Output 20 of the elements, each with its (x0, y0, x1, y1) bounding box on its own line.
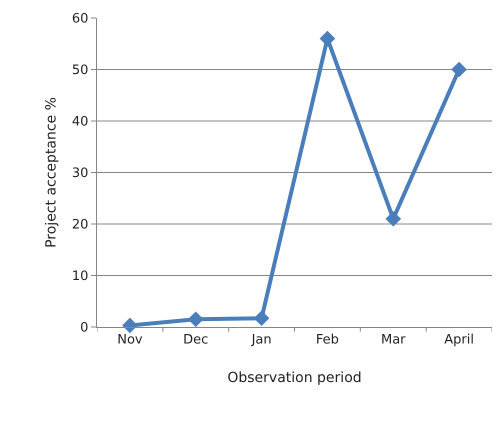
y-tick-label: 20 (72, 218, 88, 233)
y-tick-label: 50 (72, 63, 88, 78)
point (254, 310, 270, 326)
point (451, 62, 467, 78)
x-tick-label: Dec (183, 332, 208, 348)
y-tick-label: 0 (80, 320, 88, 336)
x-tick-label: Mar (380, 332, 406, 348)
y-axis-title: Project acceptance % (43, 97, 60, 248)
y-tick-label: 30 (72, 166, 88, 182)
y-tick-label: 10 (72, 269, 88, 284)
y-tick-label: 60 (72, 12, 88, 27)
x-axis-title: Observation period (227, 370, 362, 386)
point (385, 211, 402, 227)
point (188, 311, 204, 328)
x-tick-label: Feb (316, 332, 339, 348)
x-tick-label: Jan (250, 332, 272, 348)
y-tick-label: 40 (72, 114, 88, 130)
x-tick-label: Nov (117, 332, 143, 348)
point (320, 30, 336, 46)
x-tick-label: April (444, 332, 474, 348)
